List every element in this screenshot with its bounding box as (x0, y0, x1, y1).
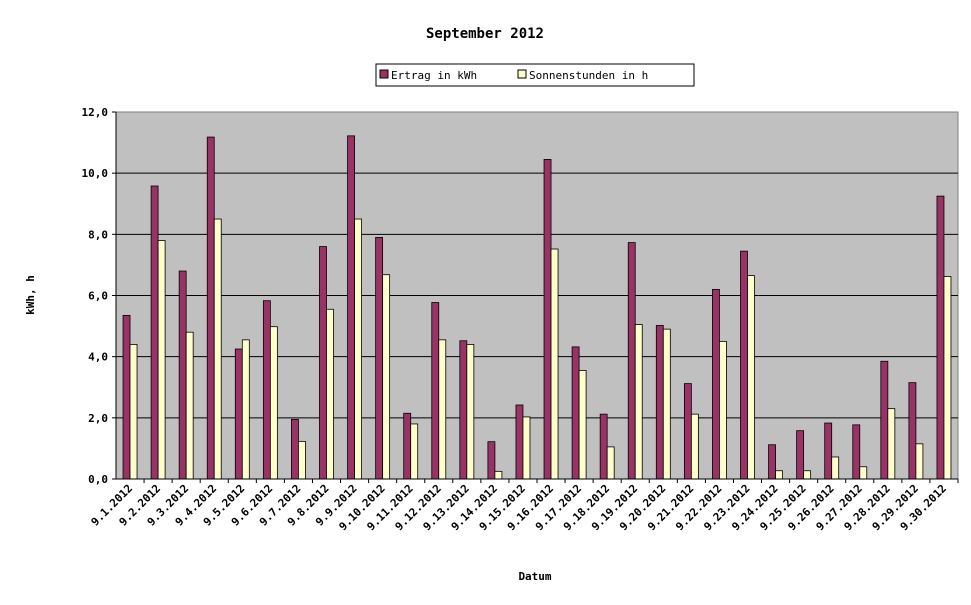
x-axis-title: Datum (518, 570, 551, 583)
bar-sonnenstunden (269, 326, 278, 480)
bar-sonnenstunden (298, 440, 306, 480)
bar-ertrag (880, 360, 889, 480)
y-tick-label: 0,0 (88, 473, 108, 486)
x-axis-ticks: 9.1.20129.2.20129.3.20129.4.20129.5.2012… (88, 479, 959, 533)
y-tick-label: 2,0 (88, 412, 108, 425)
bar-ertrag (291, 418, 299, 480)
bar-ertrag (683, 383, 692, 480)
bar-ertrag (262, 300, 271, 480)
bar-ertrag (234, 348, 243, 480)
bar-sonnenstunden (157, 240, 166, 480)
bar-ertrag (206, 136, 215, 480)
bar-sonnenstunden (326, 308, 334, 480)
bar-sonnenstunden (410, 423, 419, 480)
bar-ertrag (459, 340, 468, 480)
y-axis-title: kWh, h (24, 275, 37, 315)
bar-ertrag (627, 242, 636, 480)
bar-sonnenstunden (887, 408, 896, 480)
bar-sonnenstunden (943, 276, 952, 480)
legend-swatch-sonnenstunden (517, 69, 527, 79)
y-tick-label: 4,0 (88, 351, 108, 364)
gridlines (116, 172, 958, 419)
bar-sonnenstunden (438, 339, 447, 480)
bar-sonnenstunden (578, 370, 587, 480)
bar-sonnenstunden (915, 443, 924, 480)
y-axis-ticks: 0,0 2,0 4,0 6,0 8,0 10,0 12,0 (82, 106, 116, 486)
bar-sonnenstunden (831, 456, 840, 480)
bar-sonnenstunden (803, 470, 812, 480)
bar-ertrag (796, 430, 805, 480)
bar-sonnenstunden (354, 218, 362, 480)
bar-sonnenstunden (719, 340, 727, 480)
bar-ertrag (403, 412, 412, 480)
bar-ertrag (347, 135, 355, 480)
legend: Ertrag in kWh Sonnenstunden in h (375, 63, 695, 87)
chart-title: September 2012 (426, 26, 544, 42)
bar-ertrag (740, 250, 748, 480)
y-tick-label: 10,0 (82, 167, 109, 180)
bar-sonnenstunden (185, 331, 194, 480)
bar-ertrag (431, 302, 440, 480)
bar-ertrag (824, 422, 833, 480)
y-tick-label: 6,0 (88, 290, 108, 303)
bar-sonnenstunden (382, 274, 391, 480)
bar-sonnenstunden (859, 466, 868, 480)
bar-ertrag (571, 346, 580, 480)
bar-ertrag (655, 325, 664, 480)
bar-ertrag (178, 270, 187, 480)
bar-sonnenstunden (634, 324, 643, 480)
bar-sonnenstunden (522, 416, 531, 480)
bar-sonnenstunden (747, 275, 755, 480)
bar-ertrag (599, 413, 608, 480)
legend-label-ertrag: Ertrag in kWh (391, 69, 477, 82)
y-tick-label: 12,0 (82, 106, 109, 119)
bar-ertrag (122, 314, 131, 480)
bars (122, 135, 952, 480)
bar-ertrag (375, 236, 384, 480)
bar-ertrag (543, 159, 552, 480)
bar-sonnenstunden (129, 344, 138, 480)
bar-ertrag (936, 195, 945, 480)
legend-label-sonnenstunden: Sonnenstunden in h (529, 69, 648, 82)
bar-ertrag (487, 441, 496, 480)
bar-ertrag (515, 404, 524, 480)
bar-ertrag (712, 288, 720, 480)
bar-ertrag (150, 185, 159, 480)
bar-sonnenstunden (466, 344, 475, 480)
bar-ertrag (319, 246, 327, 480)
bar-sonnenstunden (213, 218, 222, 480)
bar-sonnenstunden (494, 470, 503, 480)
bar-sonnenstunden (241, 339, 250, 480)
legend-box (375, 63, 695, 87)
bar-sonnenstunden (690, 413, 699, 480)
bar-sonnenstunden (775, 470, 783, 480)
bar-sonnenstunden (606, 446, 615, 480)
bar-ertrag (768, 444, 776, 480)
legend-swatch-ertrag (379, 69, 389, 79)
y-tick-label: 8,0 (88, 228, 108, 241)
bar-sonnenstunden (550, 248, 559, 480)
bar-sonnenstunden (662, 328, 671, 480)
bar-ertrag (908, 382, 917, 480)
bar-ertrag (852, 424, 861, 480)
